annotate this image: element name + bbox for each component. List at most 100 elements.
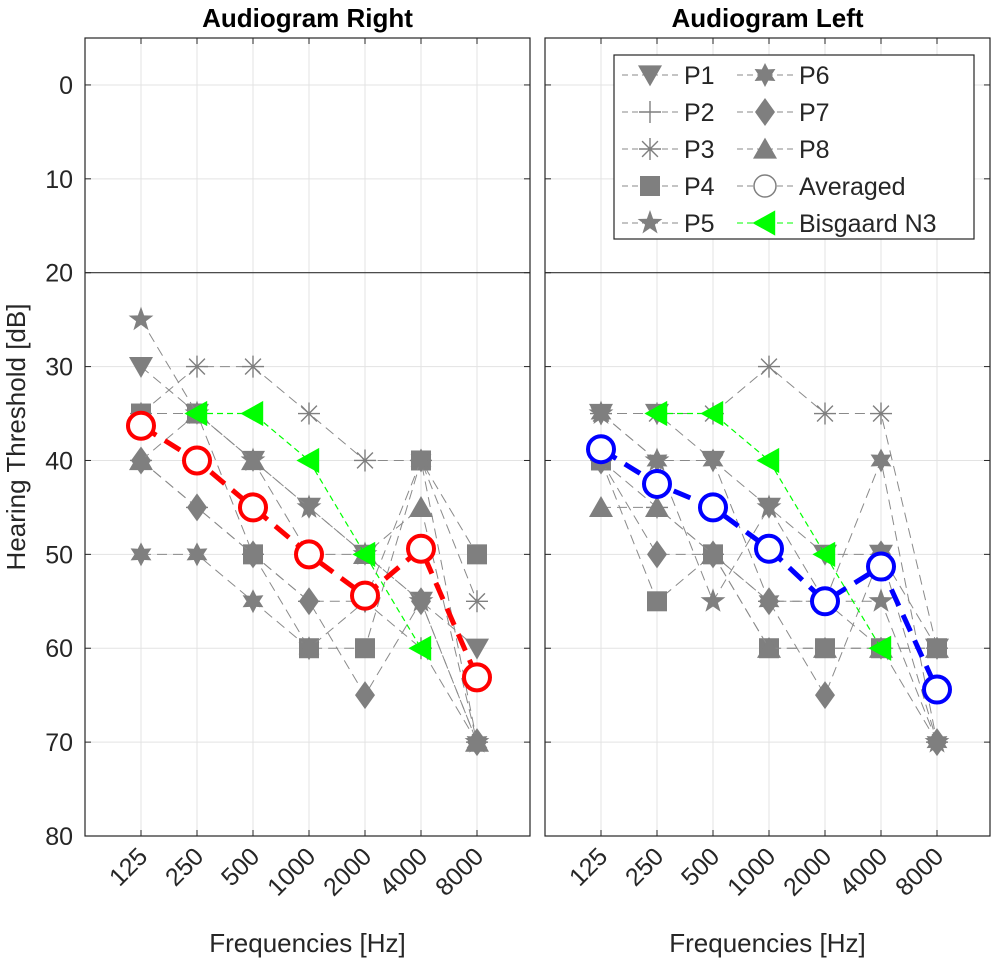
data-point	[465, 730, 489, 752]
legend-entry-p4: P4	[622, 173, 715, 201]
data-point	[465, 638, 489, 660]
data-point	[298, 402, 320, 425]
data-point	[815, 681, 835, 710]
data-point	[647, 591, 667, 612]
x-tick-label: 1000	[722, 842, 781, 901]
series-averaged	[126, 410, 492, 693]
legend-entry-p8: P8	[737, 136, 830, 164]
data-point	[925, 636, 949, 658]
data-point	[466, 590, 488, 613]
legend-box	[613, 54, 975, 240]
legend-label: P7	[799, 99, 830, 127]
legend-label: P1	[684, 62, 715, 90]
legend-marker	[753, 174, 777, 198]
legend-entry-p7: P7	[737, 98, 830, 127]
data-point	[700, 588, 726, 612]
y-tick-label: 0	[59, 72, 73, 100]
data-point	[642, 468, 672, 499]
legend-label: P8	[799, 136, 830, 164]
y-tick-label: 40	[45, 447, 73, 475]
x-axis-label: Frequencies [Hz]	[669, 928, 866, 958]
data-point	[702, 448, 724, 473]
x-tick-label: 8000	[430, 842, 489, 901]
legend-entry-p5: P5	[622, 210, 715, 238]
x-tick-label: 8000	[890, 842, 949, 901]
data-point	[646, 448, 668, 473]
data-point	[922, 674, 952, 705]
legend-label: P3	[684, 136, 715, 164]
data-point	[647, 540, 667, 569]
legend-marker	[640, 176, 660, 196]
legend-marker	[638, 65, 662, 87]
data-point	[241, 449, 265, 471]
x-tick-label: 2000	[318, 842, 377, 901]
legend-label: P4	[684, 173, 715, 201]
data-point	[757, 636, 781, 658]
series-bisgaard-n3	[644, 400, 892, 661]
legend-entry-p1: P1	[622, 62, 715, 90]
legend-entry-averaged: Averaged	[737, 173, 906, 201]
axes-background	[85, 38, 530, 836]
data-point	[130, 542, 152, 567]
data-point	[352, 541, 376, 567]
x-tick-label: 4000	[374, 842, 433, 901]
data-point	[355, 681, 375, 710]
data-point	[870, 448, 892, 473]
x-tick-label: 1000	[262, 842, 321, 901]
legend-label: P2	[684, 99, 715, 127]
legend-entry-bisgaard-n3: Bisgaard N3	[737, 210, 937, 238]
legend-marker	[639, 138, 661, 160]
data-point	[243, 540, 263, 569]
data-point	[590, 401, 612, 426]
data-point	[408, 635, 432, 661]
data-point	[812, 541, 836, 567]
x-tick-label: 500	[216, 842, 265, 891]
data-point	[129, 449, 153, 471]
data-point	[184, 400, 208, 427]
data-point	[866, 551, 896, 582]
data-point	[814, 402, 836, 425]
data-point	[238, 492, 268, 523]
legend-marker	[753, 137, 777, 159]
data-point	[813, 636, 837, 658]
data-point	[645, 496, 669, 518]
data-point	[186, 542, 208, 567]
x-tick-label: 125	[104, 842, 153, 891]
y-tick-label: 70	[45, 729, 73, 757]
data-point	[927, 728, 947, 757]
data-point	[467, 544, 487, 565]
axes-frame	[544, 37, 991, 837]
legend-marker	[752, 210, 776, 236]
data-point	[296, 447, 320, 474]
data-point	[462, 662, 492, 693]
x-tick-label: 2000	[778, 842, 837, 901]
data-point	[406, 533, 436, 564]
x-axis-label: Frequencies [Hz]	[209, 928, 406, 958]
data-point	[754, 533, 784, 564]
series-line	[197, 412, 422, 649]
data-point	[182, 445, 212, 476]
data-point	[756, 447, 780, 474]
data-point	[759, 587, 779, 616]
panel-title: Audiogram Right	[202, 3, 413, 33]
data-point	[700, 400, 724, 427]
data-point	[810, 586, 840, 617]
legend-marker	[639, 101, 661, 123]
data-point	[186, 355, 208, 378]
legend-marker	[755, 98, 775, 126]
x-tick-label: 250	[160, 842, 209, 891]
legend-entry-p6: P6	[737, 62, 830, 90]
x-tick-label: 500	[676, 842, 725, 891]
y-tick-label: 10	[45, 166, 73, 194]
legend-label: Averaged	[799, 173, 906, 201]
data-point	[128, 306, 154, 331]
data-point	[756, 494, 782, 518]
data-point	[698, 492, 728, 523]
data-point	[294, 539, 324, 570]
data-point	[242, 355, 264, 378]
data-point	[586, 434, 616, 465]
series-bisgaard-n3	[184, 400, 432, 661]
data-point	[299, 587, 319, 616]
y-tick-label: 60	[45, 635, 73, 663]
data-point	[187, 493, 207, 522]
